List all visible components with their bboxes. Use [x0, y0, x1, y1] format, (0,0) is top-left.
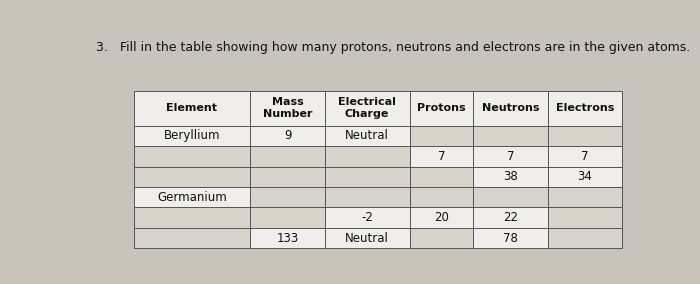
Bar — [547, 91, 622, 126]
Bar — [547, 166, 622, 187]
Text: Beryllium: Beryllium — [164, 129, 220, 142]
Text: 3.   Fill in the table showing how many protons, neutrons and electrons are in t: 3. Fill in the table showing how many pr… — [96, 41, 690, 54]
Bar — [251, 207, 325, 228]
Bar — [325, 126, 410, 146]
Bar — [134, 126, 251, 146]
Text: 78: 78 — [503, 232, 518, 245]
Bar — [325, 187, 410, 207]
Bar — [473, 187, 547, 207]
Bar — [473, 146, 547, 166]
Bar — [547, 126, 622, 146]
Text: -2: -2 — [361, 211, 373, 224]
Bar — [325, 146, 410, 166]
Bar — [547, 207, 622, 228]
Bar — [325, 91, 410, 126]
Bar — [473, 228, 547, 248]
Text: Mass
Number: Mass Number — [262, 97, 312, 119]
Bar — [410, 126, 473, 146]
Text: 7: 7 — [507, 150, 514, 163]
Bar — [547, 187, 622, 207]
Text: Neutral: Neutral — [345, 129, 389, 142]
Bar — [410, 166, 473, 187]
Bar — [410, 146, 473, 166]
Bar — [410, 228, 473, 248]
Text: 7: 7 — [438, 150, 445, 163]
Bar — [547, 146, 622, 166]
Text: Germanium: Germanium — [157, 191, 227, 204]
Bar — [473, 91, 547, 126]
Text: 9: 9 — [284, 129, 291, 142]
Bar — [251, 166, 325, 187]
Bar — [410, 207, 473, 228]
Bar — [251, 126, 325, 146]
Bar — [473, 207, 547, 228]
Text: Protons: Protons — [417, 103, 466, 113]
Bar — [547, 228, 622, 248]
Bar — [473, 126, 547, 146]
Bar — [410, 91, 473, 126]
Text: 7: 7 — [581, 150, 589, 163]
Text: 34: 34 — [578, 170, 592, 183]
Bar — [473, 166, 547, 187]
Text: Neutrons: Neutrons — [482, 103, 539, 113]
Text: Element: Element — [167, 103, 218, 113]
Bar — [134, 166, 251, 187]
Bar — [325, 228, 410, 248]
Text: 38: 38 — [503, 170, 518, 183]
Bar — [251, 228, 325, 248]
Text: 20: 20 — [434, 211, 449, 224]
Bar — [251, 146, 325, 166]
Bar — [134, 91, 251, 126]
Bar — [325, 166, 410, 187]
Bar — [325, 207, 410, 228]
Bar — [134, 228, 251, 248]
Text: Electrons: Electrons — [556, 103, 614, 113]
Text: Neutral: Neutral — [345, 232, 389, 245]
Bar — [134, 146, 251, 166]
Text: 22: 22 — [503, 211, 518, 224]
Bar — [251, 187, 325, 207]
Bar — [134, 207, 251, 228]
Bar — [251, 91, 325, 126]
Bar — [410, 187, 473, 207]
Text: 133: 133 — [276, 232, 299, 245]
Bar — [134, 187, 251, 207]
Text: Electrical
Charge: Electrical Charge — [338, 97, 396, 119]
